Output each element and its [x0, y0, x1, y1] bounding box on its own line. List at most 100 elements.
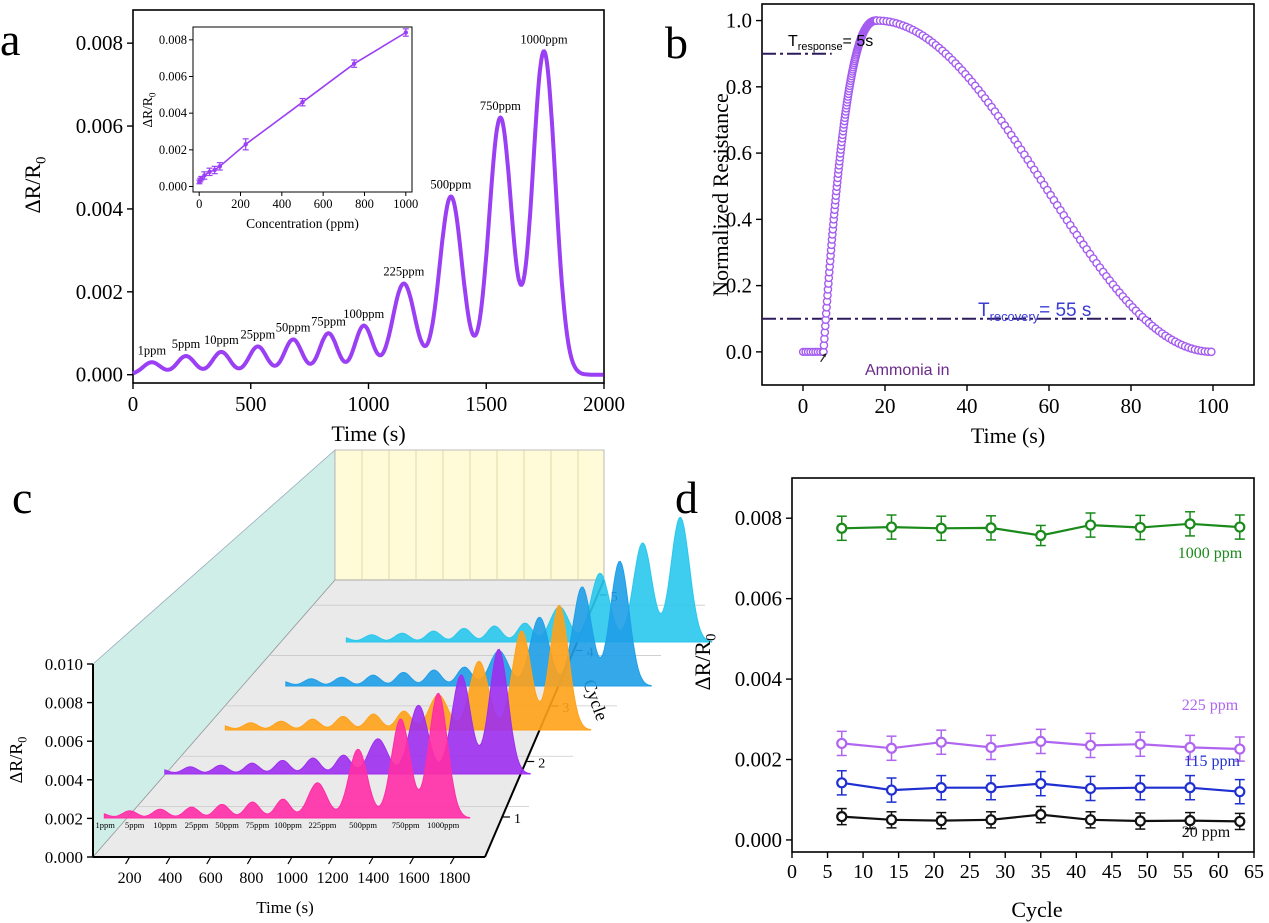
inset-data-point [243, 142, 248, 147]
y-tick-label: 0.002 [45, 809, 83, 828]
x-tick [409, 856, 415, 865]
inset-y-axis-label: ΔR/R0 [140, 92, 157, 127]
x-tick-label: 40 [1066, 861, 1086, 883]
inset-data-point [207, 169, 212, 175]
y-tick-label: 0.000 [76, 363, 123, 387]
inset-x-tick-label: 400 [272, 197, 291, 211]
x-tick-label: 10 [853, 861, 873, 883]
front-peak-label: 500ppm [349, 820, 377, 830]
data-point [836, 737, 848, 750]
inset-x-tick-label: 200 [231, 197, 250, 211]
x-tick-label: 40 [957, 394, 978, 418]
plot-frame [791, 477, 1255, 853]
data-point [1035, 808, 1047, 821]
data-point [836, 811, 848, 823]
data-point [885, 814, 898, 826]
cycle-slice-1 [103, 692, 471, 819]
data-point [836, 777, 848, 789]
front-peak-label: 100ppm [274, 820, 302, 830]
inset-x-axis-label: Concentration (ppm) [246, 216, 359, 231]
y-tick-label: 0.2 [726, 274, 752, 298]
data-point [1134, 738, 1146, 750]
panel-d: d 0 5 10 15 20 25 30 35 40 45 50 55 60 65 0.000 0.002 0.0… [675, 472, 1264, 922]
peak-label: 25ppm [240, 328, 275, 342]
front-peak-label: 75ppm [246, 820, 270, 830]
data-point [1234, 786, 1246, 798]
response-curve [132, 49, 604, 377]
data-point [1234, 815, 1246, 828]
data-point [985, 741, 997, 754]
data-point [1035, 529, 1047, 542]
annotation-arrowhead [821, 353, 826, 358]
inset-y-tick-label: 0.002 [159, 143, 187, 157]
data-point [935, 522, 947, 534]
inset-frame [192, 26, 413, 193]
x-tick-label: 45 [1102, 861, 1122, 883]
inset-data-point [351, 61, 357, 66]
series-1000-ppm: 1000 ppm [836, 511, 1246, 562]
peak-label: 500ppm [430, 178, 471, 192]
marker-series [798, 16, 1216, 357]
y-axis-label: ΔR/R0 [690, 633, 720, 690]
x-tick [328, 856, 334, 865]
peak-label: 50ppm [276, 320, 311, 334]
front-peak-label: 1ppm [96, 820, 116, 830]
peak-label: 1000ppm [520, 32, 568, 46]
x-tick [206, 856, 212, 865]
x-axis-label: Time (s) [331, 421, 405, 446]
x-tick [125, 856, 131, 865]
x-tick-label: 200 [118, 870, 142, 887]
x-tick-label: 2000 [583, 392, 625, 416]
x-tick [165, 856, 171, 865]
x-tick-label: 35 [1031, 861, 1051, 883]
cycle-tick-label: 2 [538, 757, 545, 772]
panel-letter-d: d [675, 472, 698, 523]
response-time-label: Tresponse= 5s [788, 33, 873, 53]
peak-label: 10ppm [204, 333, 239, 347]
y-tick-label: 0.006 [735, 587, 782, 611]
inset-x-tick-label: 0 [196, 197, 202, 211]
inset-y-tick-label: 0.004 [159, 106, 188, 120]
panel-b: b 0 20 40 60 80 100 0.0 0.2 0.4 0.6 0.8 1.0 Time (s) N… [665, 3, 1255, 448]
y-tick-label: 0.008 [45, 694, 83, 713]
y-tick-label: 0.002 [735, 748, 782, 772]
y-tick-label: 1.0 [726, 9, 752, 33]
inset-x-tick-label: 600 [314, 197, 333, 211]
x-tick-label: 0 [798, 394, 809, 418]
inset-y-tick-label: 0.000 [159, 180, 187, 194]
data-point [885, 784, 898, 796]
y-tick-label: 0.002 [76, 280, 123, 304]
panel-letter-a: a [0, 14, 20, 65]
x-tick-label: 5 [823, 861, 833, 883]
inset-x-tick-label: 800 [355, 197, 374, 211]
y-tick-label: 0.008 [76, 31, 123, 55]
y-tick-label: 0.0 [726, 340, 752, 364]
x-tick [449, 856, 455, 865]
inset-chart: 0 200 400 600 800 1000 0.000 0.002 0.004 0.006 0.0… [140, 26, 418, 231]
annotation-ammonia-in: Ammonia in [865, 362, 949, 379]
x-tick-label: 65 [1244, 861, 1264, 883]
data-point [1035, 735, 1047, 748]
y-tick-label: 0.008 [735, 506, 782, 530]
data-point [1184, 741, 1196, 754]
data-point [885, 521, 898, 533]
x-tick-label: 60 [1208, 861, 1228, 883]
data-point [1234, 743, 1246, 755]
inset-data-point [403, 30, 409, 35]
y-tick-label: 0.6 [726, 141, 752, 165]
panel-letter-c: c [12, 472, 32, 523]
y-tick-label: 0.000 [45, 848, 83, 867]
data-point [985, 782, 997, 794]
data-point [985, 814, 997, 826]
peak-label: 225ppm [383, 265, 424, 279]
data-point [1184, 782, 1196, 794]
x-tick-label: 55 [1173, 861, 1193, 883]
y-tick-label: 0.010 [45, 655, 83, 674]
inset-data-point [300, 99, 305, 105]
data-point [935, 782, 947, 794]
x-tick-label: 400 [158, 870, 182, 887]
series-label: 1000 ppm [1178, 545, 1243, 562]
y-tick-label: 0.000 [735, 828, 782, 852]
recovery-time-label: Trecovery= 55 s [978, 300, 1091, 324]
